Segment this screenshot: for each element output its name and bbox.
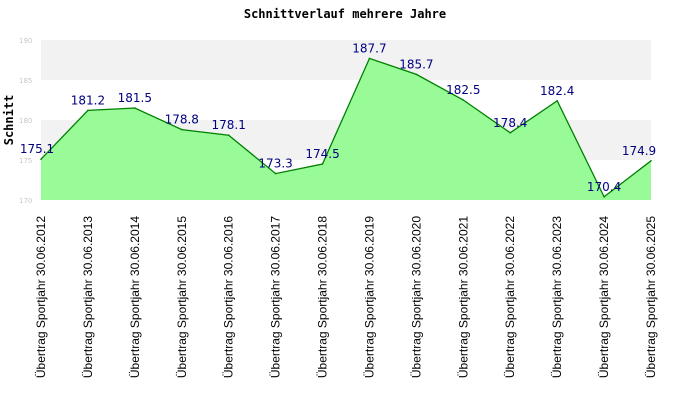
- data-label: 178.8: [165, 113, 199, 127]
- y-axis-ticks: 170 175 180 185 190: [19, 37, 32, 205]
- x-tick-label: Übertrag Sportjahr 30.06.2022: [503, 216, 517, 378]
- x-tick-label: Übertrag Sportjahr 30.06.2016: [222, 216, 236, 378]
- data-label: 181.2: [71, 93, 105, 107]
- data-point: [415, 73, 418, 76]
- data-label: 170.4: [587, 180, 621, 194]
- data-point: [556, 100, 558, 102]
- data-label: 185.7: [399, 57, 433, 71]
- data-point: [40, 158, 42, 160]
- data-labels: 175.1 181.2 181.5 178.8 178.1 173.3 174.5 187.7…: [20, 41, 656, 193]
- x-tick-label: Übertrag Sportjahr 30.06.2025: [644, 216, 658, 378]
- data-label: 175.1: [20, 142, 54, 156]
- data-label: 182.4: [540, 84, 574, 98]
- series-line: [40, 57, 652, 198]
- y-tick-label: 170: [19, 197, 32, 205]
- y-tick-label: 190: [19, 37, 32, 45]
- data-label: 187.7: [352, 41, 386, 55]
- data-label: 178.1: [212, 118, 246, 132]
- y-tick-label: 180: [19, 117, 32, 125]
- data-point: [368, 57, 371, 60]
- x-tick-label: Übertrag Sportjahr 30.06.2013: [81, 216, 95, 378]
- area-fill: [41, 58, 651, 201]
- x-tick-label: Übertrag Sportjahr 30.06.2021: [456, 216, 470, 378]
- x-tick-label: Übertrag Sportjahr 30.06.2023: [550, 216, 564, 378]
- data-point: [509, 132, 512, 134]
- x-tick-label: Übertrag Sportjahr 30.06.2024: [597, 216, 611, 378]
- data-label: 174.9: [622, 144, 656, 158]
- x-tick-label: Übertrag Sportjahr 30.06.2017: [269, 216, 283, 378]
- area-series: [40, 57, 652, 201]
- data-label: 173.3: [258, 157, 292, 171]
- data-label: 181.5: [118, 91, 152, 105]
- chart-title: Schnittverlauf mehrere Jahre: [244, 7, 446, 21]
- data-point: [134, 107, 136, 109]
- x-tick-label: Übertrag Sportjahr 30.06.2012: [34, 216, 48, 378]
- data-label: 174.5: [305, 147, 339, 161]
- data-label: 178.4: [493, 116, 527, 130]
- y-axis-label: Schnitt: [2, 95, 16, 146]
- x-tick-label: Übertrag Sportjahr 30.06.2014: [128, 216, 142, 378]
- data-point: [603, 196, 605, 198]
- data-point: [87, 109, 89, 112]
- y-tick-label: 175: [19, 157, 32, 165]
- data-point: [321, 163, 324, 165]
- x-tick-label: Übertrag Sportjahr 30.06.2015: [175, 216, 189, 378]
- x-tick-label: Übertrag Sportjahr 30.06.2019: [362, 216, 376, 378]
- data-point: [180, 128, 183, 131]
- data-point: [462, 99, 465, 101]
- data-point: [650, 160, 652, 162]
- x-axis-ticks: Übertrag Sportjahr 30.06.2012 Übertrag Sp…: [34, 216, 658, 378]
- x-tick-label: Übertrag Sportjahr 30.06.2020: [409, 216, 423, 378]
- data-point: [227, 134, 230, 136]
- data-label: 182.5: [446, 83, 480, 97]
- data-point: [274, 172, 277, 175]
- y-tick-label: 185: [19, 77, 32, 85]
- x-tick-label: Übertrag Sportjahr 30.06.2018: [316, 216, 330, 378]
- band-185-190: [41, 40, 651, 80]
